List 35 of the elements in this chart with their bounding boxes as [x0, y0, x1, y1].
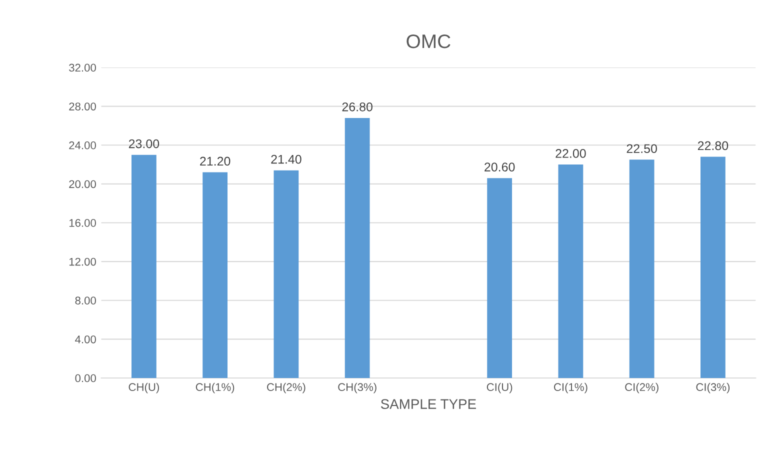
x-tick-label: CI(U)	[486, 382, 512, 394]
data-label: 23.00	[128, 139, 160, 148]
data-label: 22.80	[698, 141, 728, 150]
y-tick-label: 28.00	[69, 102, 96, 110]
y-tick-label: 32.00	[69, 64, 96, 72]
y-tick-label: 16.00	[69, 219, 96, 227]
y-tick-label: 24.00	[69, 141, 96, 150]
bar	[274, 170, 299, 378]
bar	[487, 178, 512, 378]
chart-title: OMC	[406, 34, 450, 48]
y-tick-label: 4.00	[75, 335, 96, 344]
x-tick-label: CH(1%)	[196, 382, 234, 394]
data-label: 21.40	[271, 154, 302, 164]
x-tick-label: CI(2%)	[625, 382, 658, 394]
data-label: 22.50	[626, 144, 657, 154]
x-tick-label: CI(3%)	[696, 382, 730, 394]
y-tick-label: 20.00	[69, 180, 96, 188]
data-label: 26.80	[342, 102, 372, 112]
bar	[202, 172, 228, 378]
data-label: 20.60	[484, 162, 515, 172]
bar	[700, 156, 726, 378]
y-tick-label: 0.00	[75, 374, 96, 382]
x-tick-label: CH(3%)	[338, 382, 376, 394]
data-label: 21.20	[200, 156, 230, 166]
bar	[132, 154, 156, 378]
x-axis-title: SAMPLE TYPE	[380, 399, 476, 409]
y-tick-label: 12.00	[69, 258, 96, 266]
x-tick-label: CI(1%)	[554, 382, 588, 394]
bar	[344, 118, 370, 378]
x-tick-label: CH(2%)	[267, 382, 306, 394]
data-label: 22.00	[556, 149, 586, 158]
bar	[558, 164, 584, 378]
bar	[629, 160, 654, 378]
x-tick-label: CH(U)	[128, 382, 159, 394]
y-tick-label: 8.00	[75, 296, 96, 305]
